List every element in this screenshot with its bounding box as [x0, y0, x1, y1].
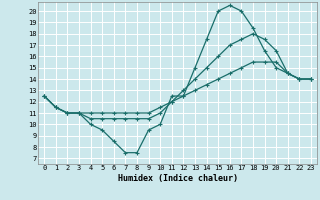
X-axis label: Humidex (Indice chaleur): Humidex (Indice chaleur) [118, 174, 238, 183]
